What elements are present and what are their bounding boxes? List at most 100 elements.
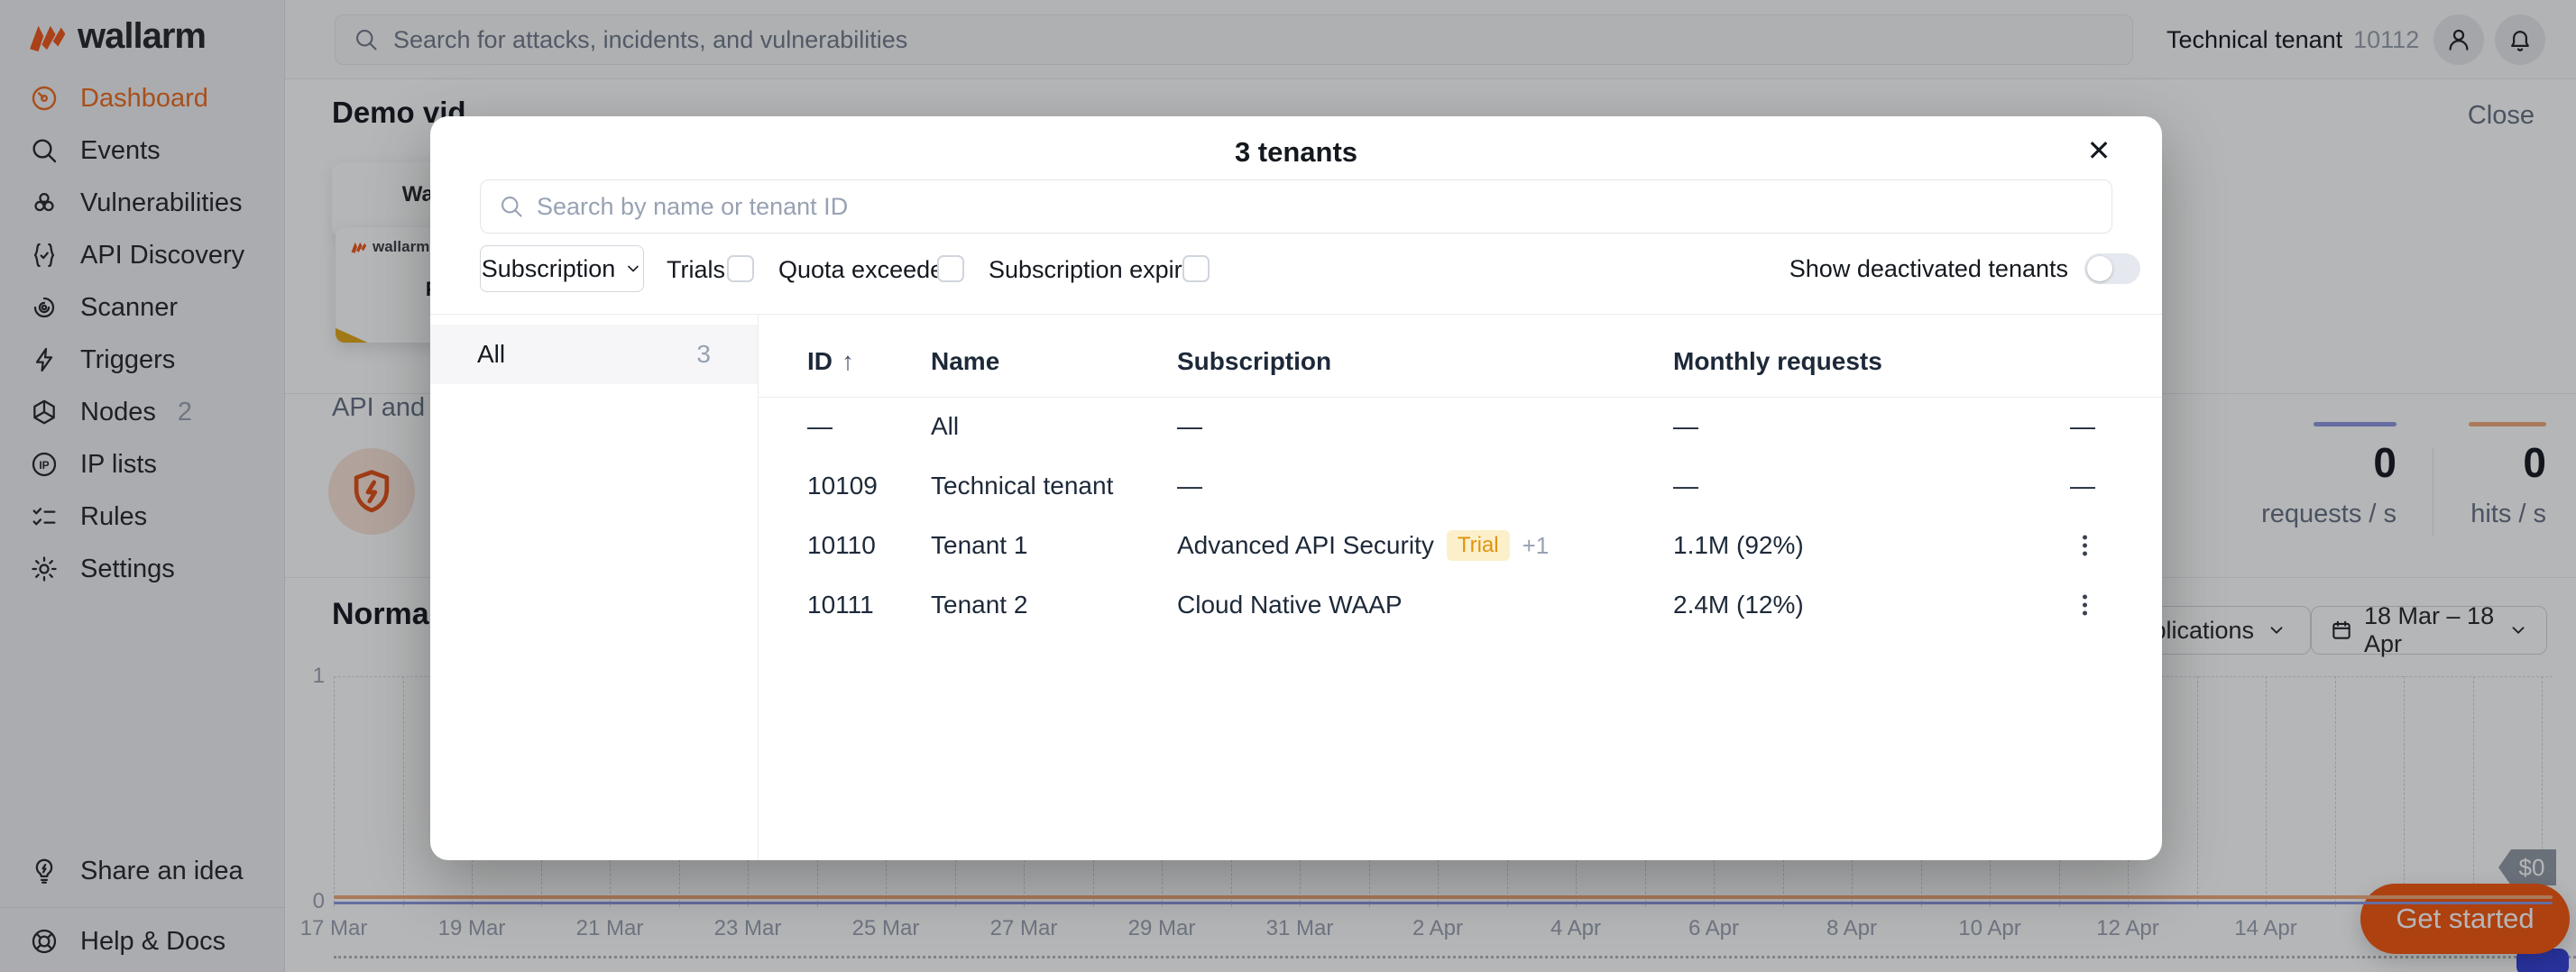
sidebar-item-api-discovery[interactable]: API Discovery — [0, 229, 284, 281]
cell-monthly-requests: — — [1673, 472, 1698, 500]
bell-icon — [2507, 26, 2534, 53]
tenants-table: ID ↑ Name Subscription Monthly requests —… — [758, 314, 2162, 860]
lifebuoy-icon — [30, 927, 59, 956]
cell-id: 10110 — [807, 531, 876, 559]
tenants-modal: 3 tenants ✕ Subscription Trials Quota ex… — [430, 116, 2162, 860]
sidebar-nav: Dashboard Events Vulnerabilities API Dis… — [0, 72, 284, 595]
wallarm-logo-icon — [27, 20, 69, 54]
trials-checkbox[interactable] — [727, 255, 754, 282]
global-search-input[interactable] — [393, 25, 2114, 54]
column-header-subscription[interactable]: Subscription — [1177, 347, 1332, 375]
global-search[interactable] — [335, 14, 2133, 65]
wallarm-logo-icon — [350, 240, 368, 254]
column-header-monthly-requests[interactable]: Monthly requests — [1673, 347, 1882, 375]
chart-gridline — [334, 676, 335, 907]
hits-sparkline — [2469, 422, 2546, 426]
close-icon[interactable]: ✕ — [2086, 134, 2111, 167]
sidebar-item-label: Nodes — [80, 397, 156, 426]
nodes-count-badge: 2 — [177, 397, 192, 426]
sidebar-item-label: Help & Docs — [80, 926, 226, 956]
cell-id: 10109 — [807, 472, 878, 500]
modal-title: 3 tenants — [1234, 136, 1358, 168]
cell-subscription: Cloud Native WAAP — [1177, 591, 1403, 619]
wallarm-logo: wallarm — [27, 16, 207, 57]
chart-brush-track[interactable] — [334, 956, 2576, 958]
sidebar-item-scanner[interactable]: Scanner — [0, 281, 284, 334]
table-row[interactable]: 10110 Tenant 1 Advanced API Security Tri… — [758, 516, 2162, 575]
sidebar-item-dashboard[interactable]: Dashboard — [0, 72, 284, 124]
sidebar-item-help-docs[interactable]: Help & Docs — [0, 915, 284, 967]
applications-filter-label: plications — [2152, 616, 2254, 644]
thumbnail-brand: wallarm — [373, 238, 430, 255]
tenant-group-all[interactable]: All 3 — [430, 325, 758, 384]
more-subscriptions-indicator[interactable]: +1 — [1522, 531, 1550, 559]
modal-panel-divider — [758, 314, 759, 860]
cell-extra: — — [2070, 412, 2095, 440]
column-header-name[interactable]: Name — [931, 347, 1000, 375]
y-axis-tick: 0 — [312, 889, 325, 913]
price-badge: $0 — [2498, 849, 2556, 885]
tenant-search[interactable] — [480, 179, 2112, 234]
sidebar-item-label: Dashboard — [80, 83, 208, 113]
hits-series-line — [334, 895, 2553, 899]
x-axis-label: 8 Apr — [1826, 916, 1878, 940]
tenant-search-input[interactable] — [537, 192, 2093, 221]
x-axis-label: 2 Apr — [1412, 916, 1464, 940]
date-range-picker[interactable]: 18 Mar – 18 Apr — [2311, 602, 2547, 657]
row-actions-menu-icon[interactable] — [2070, 527, 2100, 565]
lightbulb-icon — [30, 857, 59, 885]
tenant-switcher-id: 10112 — [2353, 25, 2420, 53]
brand-name: wallarm — [78, 16, 207, 56]
sort-ascending-icon: ↑ — [842, 347, 854, 375]
column-header-id[interactable]: ID ↑ — [807, 347, 854, 375]
chart-x-axis-labels: 17 Mar 19 Mar 21 Mar 23 Mar 25 Mar 27 Mar 29 M… — [300, 916, 2553, 949]
quota-exceeded-filter-label: Quota exceeded — [778, 256, 958, 283]
biohazard-icon — [30, 188, 59, 217]
sidebar-item-settings[interactable]: Settings — [0, 543, 284, 595]
chart-section-title: Normal — [332, 597, 438, 631]
cell-name: Tenant 1 — [931, 531, 1028, 559]
table-row[interactable]: 10109 Technical tenant — — — — [758, 456, 2162, 516]
quota-exceeded-checkbox[interactable] — [937, 255, 964, 282]
show-deactivated-toggle[interactable] — [2084, 253, 2140, 284]
x-axis-label: 21 Mar — [575, 916, 644, 940]
sidebar-item-rules[interactable]: Rules — [0, 491, 284, 543]
calendar-icon — [2330, 619, 2353, 642]
scanner-spiral-icon — [30, 293, 59, 322]
row-actions-menu-icon[interactable] — [2070, 586, 2100, 625]
tenant-switcher[interactable]: Technical tenant 10112 — [2167, 0, 2450, 79]
subscription-expired-checkbox[interactable] — [1182, 255, 1210, 282]
sidebar-item-events[interactable]: Events — [0, 124, 284, 177]
sidebar-item-label: Vulnerabilities — [80, 188, 243, 217]
trial-badge: Trial — [1446, 530, 1510, 561]
table-row[interactable]: 10111 Tenant 2 Cloud Native WAAP 2.4M (1… — [758, 575, 2162, 635]
chart-gridline — [2542, 676, 2543, 907]
x-axis-label: 29 Mar — [1127, 916, 1196, 940]
tenant-group-label: All — [477, 340, 506, 368]
notifications-button[interactable] — [2495, 14, 2545, 65]
subscription-filter-dropdown[interactable]: Subscription — [480, 245, 644, 292]
dashboard-icon — [30, 84, 59, 113]
user-menu-button[interactable] — [2433, 14, 2484, 65]
table-row[interactable]: — All — — — — [758, 397, 2162, 456]
braces-check-icon — [30, 241, 59, 270]
topbar: Technical tenant 10112 — [285, 0, 2576, 79]
x-axis-label: 4 Apr — [1550, 916, 1602, 940]
sidebar-item-share-idea[interactable]: Share an idea — [0, 845, 284, 897]
sidebar-item-label: Share an idea — [80, 856, 244, 885]
sidebar-item-triggers[interactable]: Triggers — [0, 334, 284, 386]
cell-subscription: — — [1177, 472, 1202, 500]
sidebar-item-ip-lists[interactable]: IP IP lists — [0, 438, 284, 491]
sidebar-item-label: Events — [80, 135, 161, 165]
checklist-icon — [30, 502, 59, 531]
sidebar-item-nodes[interactable]: Nodes 2 — [0, 386, 284, 438]
search-events-icon — [30, 136, 59, 165]
ip-circle-icon: IP — [30, 450, 59, 479]
cell-monthly-requests: — — [1673, 412, 1698, 440]
x-axis-label: 25 Mar — [851, 916, 920, 940]
sidebar-item-vulnerabilities[interactable]: Vulnerabilities — [0, 177, 284, 229]
requests-sparkline — [2314, 422, 2397, 426]
node-hexagon-icon — [30, 398, 59, 426]
demo-close-button[interactable]: Close — [2467, 101, 2535, 130]
